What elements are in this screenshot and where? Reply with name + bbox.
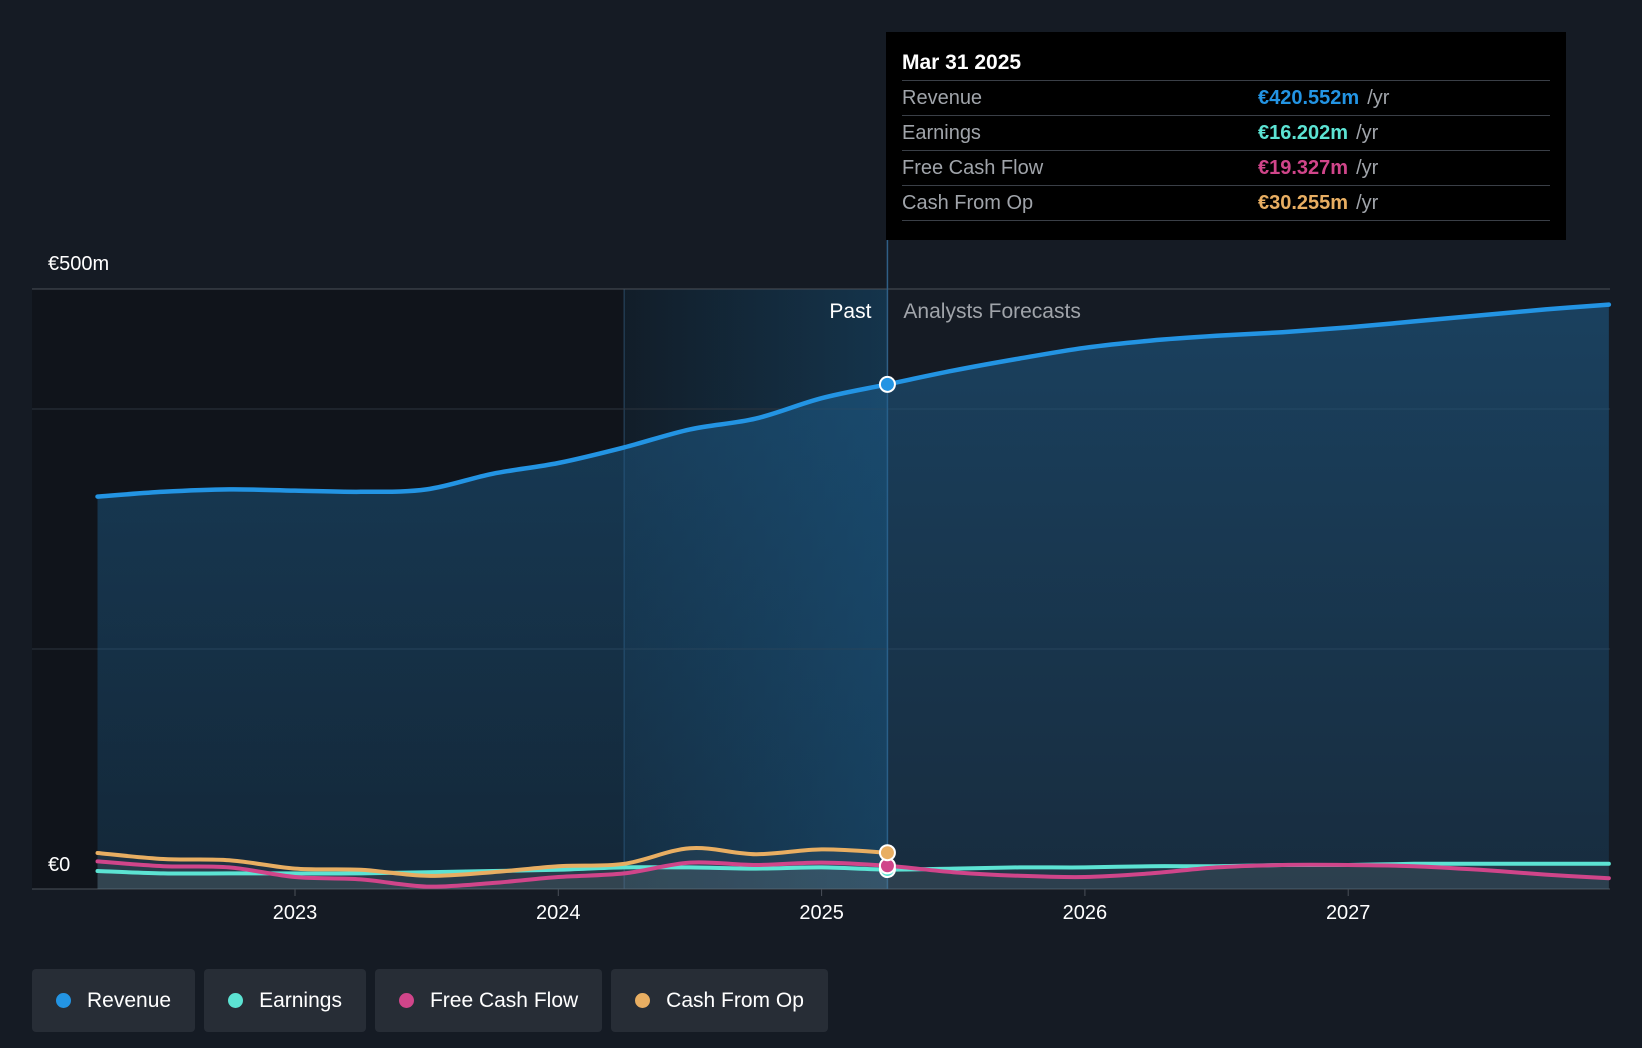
- earnings-dot-icon: [228, 993, 244, 1008]
- free-cash-flow-line: [95, 859, 1611, 889]
- tooltip-row-free-cash-flow: Free Cash Flow €19.327m /yr: [902, 151, 1550, 186]
- y-axis-top-label: €500m: [48, 253, 110, 275]
- free-cash-flow-dot-icon: [398, 993, 414, 1008]
- x-tick-label: 2024: [536, 902, 581, 924]
- revenue-dot-icon: [56, 993, 71, 1008]
- legend-label: Revenue: [87, 988, 172, 1012]
- legend-item-revenue[interactable]: Revenue: [32, 969, 196, 1032]
- tooltip-row-cash-from-op: Cash From Op €30.255m /yr: [902, 186, 1550, 221]
- tooltip-label: Revenue: [902, 87, 983, 109]
- revenue-marker: [878, 375, 896, 393]
- revenue-area: [97, 304, 1609, 890]
- y-axis-bottom-label: €0: [48, 854, 71, 876]
- x-tick-label: 2027: [1325, 902, 1371, 924]
- revenue-line: [95, 302, 1612, 499]
- x-tick-label: 2023: [272, 902, 318, 924]
- legend-label: Cash From Op: [666, 988, 804, 1012]
- tooltip-unit: /yr: [1367, 87, 1390, 109]
- x-tick-label: 2026: [1062, 902, 1108, 924]
- legend-item-earnings[interactable]: Earnings: [204, 969, 366, 1032]
- tooltip-unit: /yr: [1356, 122, 1379, 144]
- tooltip-unit: /yr: [1356, 157, 1379, 179]
- tooltip-row-earnings: Earnings €16.202m /yr: [902, 116, 1550, 151]
- legend-label: Earnings: [259, 988, 342, 1012]
- tooltip-value: €30.255m: [1258, 192, 1349, 214]
- cash-from-op-dot-icon: [635, 993, 651, 1008]
- tooltip-unit: /yr: [1356, 192, 1379, 214]
- tooltip-value: €16.202m: [1258, 122, 1349, 144]
- tooltip-value: €19.327m: [1258, 157, 1349, 179]
- tooltip: Mar 31 2025 Revenue €420.552m /yr Earnin…: [886, 32, 1566, 240]
- x-tick-label: 2025: [799, 902, 844, 924]
- cash-from-op-line: [95, 845, 890, 878]
- tooltip-value: €420.552m: [1258, 87, 1360, 109]
- legend-item-cash-from-op[interactable]: Cash From Op: [611, 969, 828, 1032]
- forecast-label: Analysts Forecasts: [903, 300, 1081, 323]
- legend-label: Free Cash Flow: [429, 988, 579, 1012]
- legend: Revenue Earnings Free Cash Flow Cash Fro…: [32, 969, 828, 1032]
- tooltip-label: Cash From Op: [902, 192, 1034, 214]
- tooltip-date: Mar 31 2025: [902, 46, 1550, 81]
- tooltip-label: Earnings: [902, 122, 981, 144]
- legend-item-free-cash-flow[interactable]: Free Cash Flow: [374, 969, 603, 1032]
- tooltip-label: Free Cash Flow: [902, 157, 1044, 179]
- tooltip-row-revenue: Revenue €420.552m /yr: [902, 81, 1550, 116]
- cash-from-op-marker: [878, 844, 896, 862]
- past-label: Past: [829, 300, 872, 323]
